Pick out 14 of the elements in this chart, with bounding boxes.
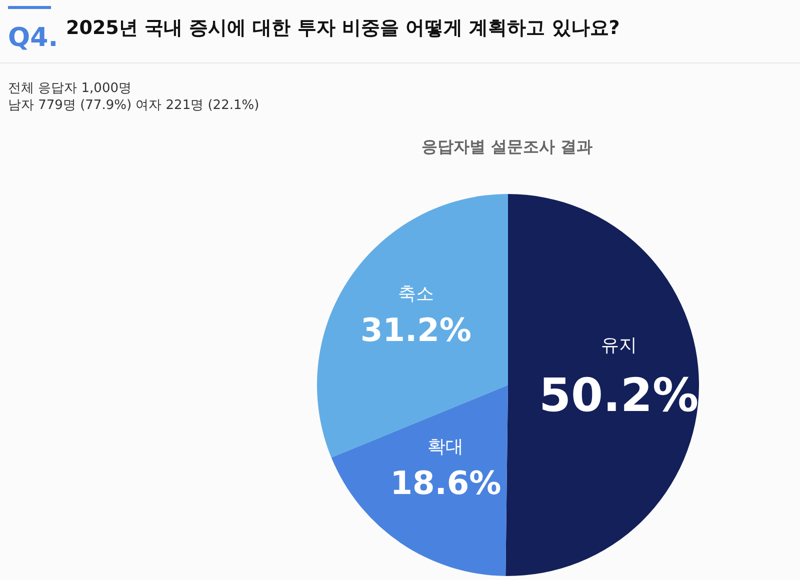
data-label: 18.6% (390, 464, 502, 502)
text: Q4. (8, 23, 58, 53)
slice-label: 유지 (600, 335, 637, 356)
data-label: 50.2% (538, 368, 699, 422)
chart-title: 2025년 국내 증시에 대한 투자 비중을 어떻게 계획하고 있나요? (66, 17, 620, 39)
text: 남자 779명 (77.9%) 여자 221명 (22.1%) (8, 98, 260, 113)
slice-label: 축소 (398, 283, 434, 304)
slice-label: 확대 (428, 436, 464, 458)
pie-slice (331, 385, 508, 576)
chart-subtitle: 응답자별 설문조사 결과 (421, 137, 593, 156)
pie-slice (317, 194, 508, 458)
pie-slice (506, 194, 699, 576)
data-label: 31.2% (360, 310, 472, 349)
text: 전체 응답자 1,000명 (8, 81, 132, 96)
